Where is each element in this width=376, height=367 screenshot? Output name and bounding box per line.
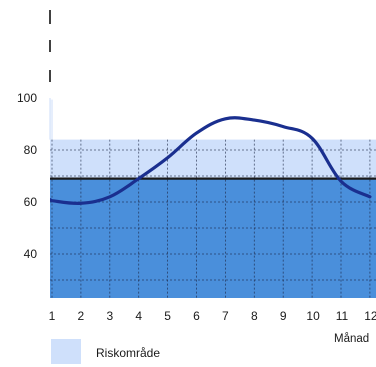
x-tick-label-9: 9 [280, 309, 287, 323]
y-tick-label-100: 100 [17, 91, 37, 105]
x-tick-label-7: 7 [222, 309, 229, 323]
risk-bands [50, 99, 376, 298]
x-tick-label-1: 1 [49, 309, 56, 323]
x-tick-label-6: 6 [193, 309, 200, 323]
grid [50, 139, 376, 298]
x-tick-label-11: 11 [336, 309, 349, 323]
legend-label: Riskområde [96, 346, 161, 360]
series-layer [50, 116, 372, 206]
y-tick-label-40: 40 [24, 247, 38, 261]
x-axis-label: Månad [334, 333, 369, 345]
x-tick-label-5: 5 [164, 309, 171, 323]
x-tick-label-2: 2 [78, 309, 85, 323]
x-axis-ticks: 1 2 3 4 5 6 7 8 9 10 11 12 [49, 309, 376, 323]
x-tick-label-4: 4 [135, 309, 142, 323]
x-tick-label-12: 12 [364, 309, 376, 323]
series-line [50, 116, 372, 206]
legend-swatch [51, 339, 81, 364]
y-axis: 40 60 80 100 [17, 10, 51, 261]
x-tick-label-10: 10 [306, 309, 320, 323]
x-tick-label-8: 8 [251, 309, 258, 323]
x-tick-label-3: 3 [106, 309, 113, 323]
y-tick-label-80: 80 [24, 143, 38, 157]
axis-fade [50, 99, 53, 140]
y-tick-label-60: 60 [24, 195, 38, 209]
risk-band [50, 139, 376, 179]
